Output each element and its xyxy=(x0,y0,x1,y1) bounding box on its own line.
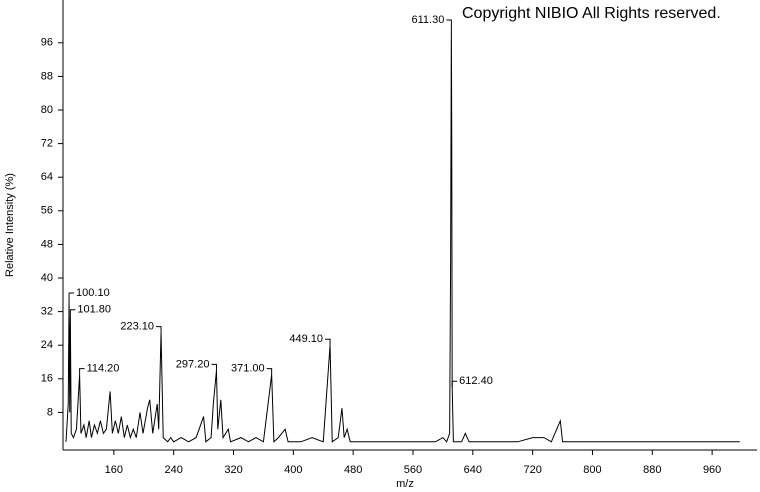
copyright: Copyright NIBIO All Rights reserved. xyxy=(462,5,721,22)
y-tick-label: 8 xyxy=(47,406,53,418)
x-tick-label: 480 xyxy=(344,464,362,476)
peak-label: 611.30 xyxy=(412,14,445,26)
x-tick-label: 560 xyxy=(404,464,422,476)
y-tick-label: 16 xyxy=(41,373,53,385)
peak-bracket xyxy=(325,338,331,346)
x-tick-label: 720 xyxy=(523,464,541,476)
x-tick-label: 240 xyxy=(165,464,183,476)
y-tick-label: 24 xyxy=(41,339,53,351)
x-tick-label: 800 xyxy=(583,464,601,476)
peak-bracket xyxy=(266,368,273,375)
y-tick-label: 48 xyxy=(41,238,53,250)
x-tick-label: 640 xyxy=(464,464,482,476)
x-tick-label: 960 xyxy=(703,464,721,476)
y-tick-label: 64 xyxy=(41,171,53,183)
peak-label: 100.10 xyxy=(76,287,110,299)
y-tick-label: 80 xyxy=(41,104,53,116)
x-tick-label: 400 xyxy=(284,464,302,476)
peak-label: 371.00 xyxy=(231,363,265,375)
peak-label: 297.20 xyxy=(176,358,210,370)
y-tick-label: 88 xyxy=(41,70,53,82)
peak-bracket xyxy=(451,380,458,388)
y-tick-label: 72 xyxy=(41,138,53,150)
peak-bracket xyxy=(68,292,75,299)
peak-label: 449.10 xyxy=(289,333,323,345)
peak-label: 114.20 xyxy=(87,363,120,375)
y-tick-label: 32 xyxy=(41,306,53,318)
y-tick-label: 96 xyxy=(41,37,53,49)
x-tick-label: 320 xyxy=(224,464,242,476)
peak-bracket xyxy=(79,368,85,375)
y-tick-label: 56 xyxy=(41,205,53,217)
peak-label: 223.10 xyxy=(120,321,154,333)
x-axis-label: m/z xyxy=(396,478,414,490)
peak-label: 612.40 xyxy=(459,375,493,387)
peak-bracket xyxy=(69,309,76,316)
y-axis-label: Relative Intensity (%) xyxy=(4,173,16,277)
peak-bracket xyxy=(156,326,162,333)
y-tick-label: 40 xyxy=(41,272,53,284)
peak-bracket xyxy=(211,363,217,371)
peak-label: 101.80 xyxy=(77,304,111,316)
x-tick-label: 160 xyxy=(105,464,123,476)
x-tick-label: 880 xyxy=(643,464,661,476)
peak-bracket xyxy=(446,19,452,26)
spectrum-line xyxy=(65,25,740,443)
